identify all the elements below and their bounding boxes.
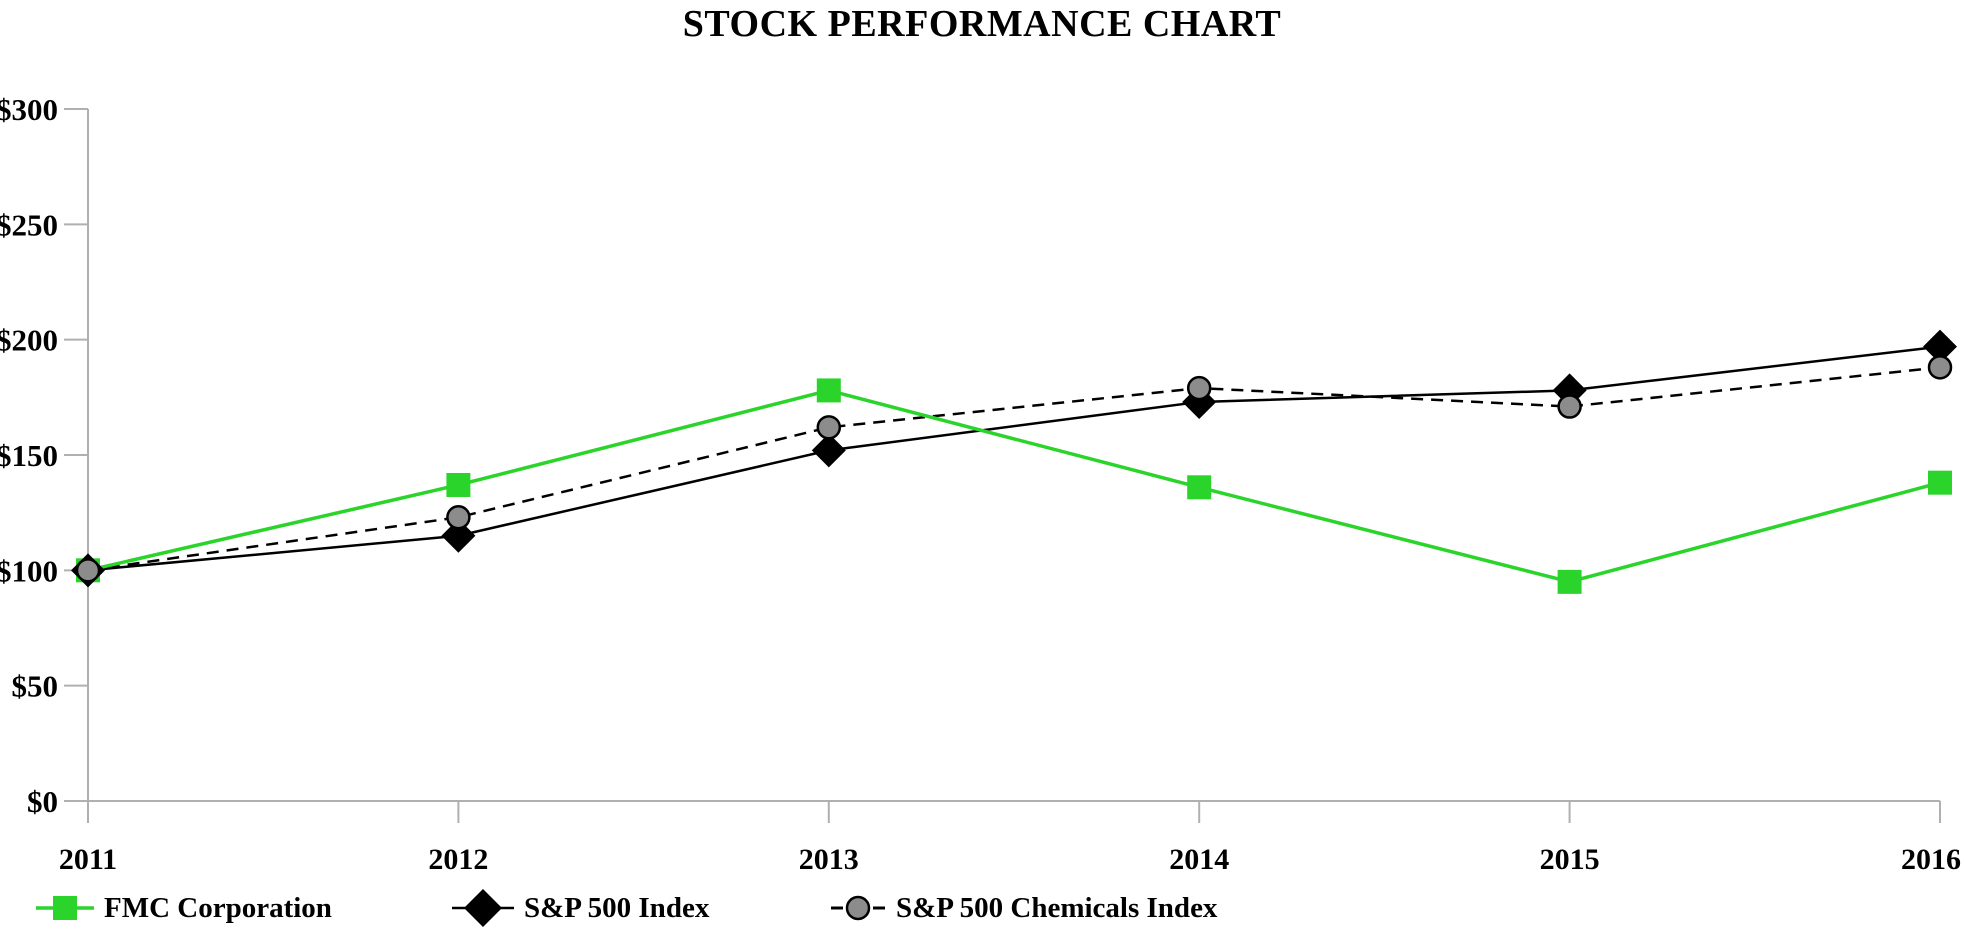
s-p-500-chemicals-index-marker-2014 [1186, 375, 1212, 401]
legend-label-fmc-corporation: FMC Corporation [104, 891, 332, 924]
x-tick-label: 2011 [59, 843, 117, 876]
chart-legend: FMC Corporation S&P 500 Index S&P 500 Ch… [0, 882, 1964, 934]
s-p-500-index-marker-2012 [441, 518, 476, 553]
x-tick-label: 2015 [1540, 843, 1600, 876]
chart-title: STOCK PERFORMANCE CHART [682, 3, 1282, 45]
x-tick-label: 2012 [428, 843, 488, 876]
black-diamond-icon [452, 889, 514, 927]
gray-circle-icon [831, 895, 885, 921]
legend-item-sp500-index: S&P 500 Index [452, 882, 709, 934]
fmc-corporation-marker-2014 [1187, 475, 1212, 500]
series-line-s-p-500-index [87, 345, 1941, 572]
x-tick-label: 2016 [1901, 843, 1961, 876]
s-p-500-index-marker-2013 [811, 433, 846, 468]
s-p-500-chemicals-index-marker-2016 [1927, 355, 1953, 380]
fmc-corporation-marker-2013 [816, 378, 841, 403]
x-tick-label: 2014 [1169, 843, 1229, 876]
fmc-corporation-marker-2012 [446, 472, 471, 497]
fmc-corporation-marker-2016 [1928, 470, 1952, 495]
y-tick-label: $100 [0, 553, 58, 588]
y-tick-label: $250 [0, 207, 58, 242]
series-line-s-p-500-chemicals-index [87, 366, 1941, 572]
legend-label-sp500-chemicals-index: S&P 500 Chemicals Index [896, 891, 1218, 924]
s-p-500-chemicals-index-marker-2015 [1557, 394, 1582, 419]
series-line-fmc-corporation [87, 388, 1941, 584]
green-square-icon [36, 896, 94, 920]
legend-item-sp500-chemicals-index: S&P 500 Chemicals Index [830, 882, 1217, 934]
s-p-500-index-marker-2016 [1923, 329, 1957, 364]
s-p-500-chemicals-index-marker-2011 [75, 558, 101, 583]
fmc-corporation-marker-2015 [1557, 569, 1582, 594]
x-tick-label: 2013 [799, 843, 859, 876]
y-tick-label: $0 [27, 784, 58, 819]
y-tick-label: $300 [0, 92, 58, 127]
legend-item-fmc-corporation: FMC Corporation [36, 882, 332, 934]
s-p-500-chemicals-index-marker-2013 [816, 415, 842, 440]
s-p-500-chemicals-index-marker-2012 [446, 505, 471, 530]
y-tick-label: $50 [12, 669, 59, 704]
legend-label-sp500-index: S&P 500 Index [524, 891, 710, 924]
y-tick-label: $200 [0, 323, 58, 358]
y-tick-label: $150 [0, 438, 58, 473]
